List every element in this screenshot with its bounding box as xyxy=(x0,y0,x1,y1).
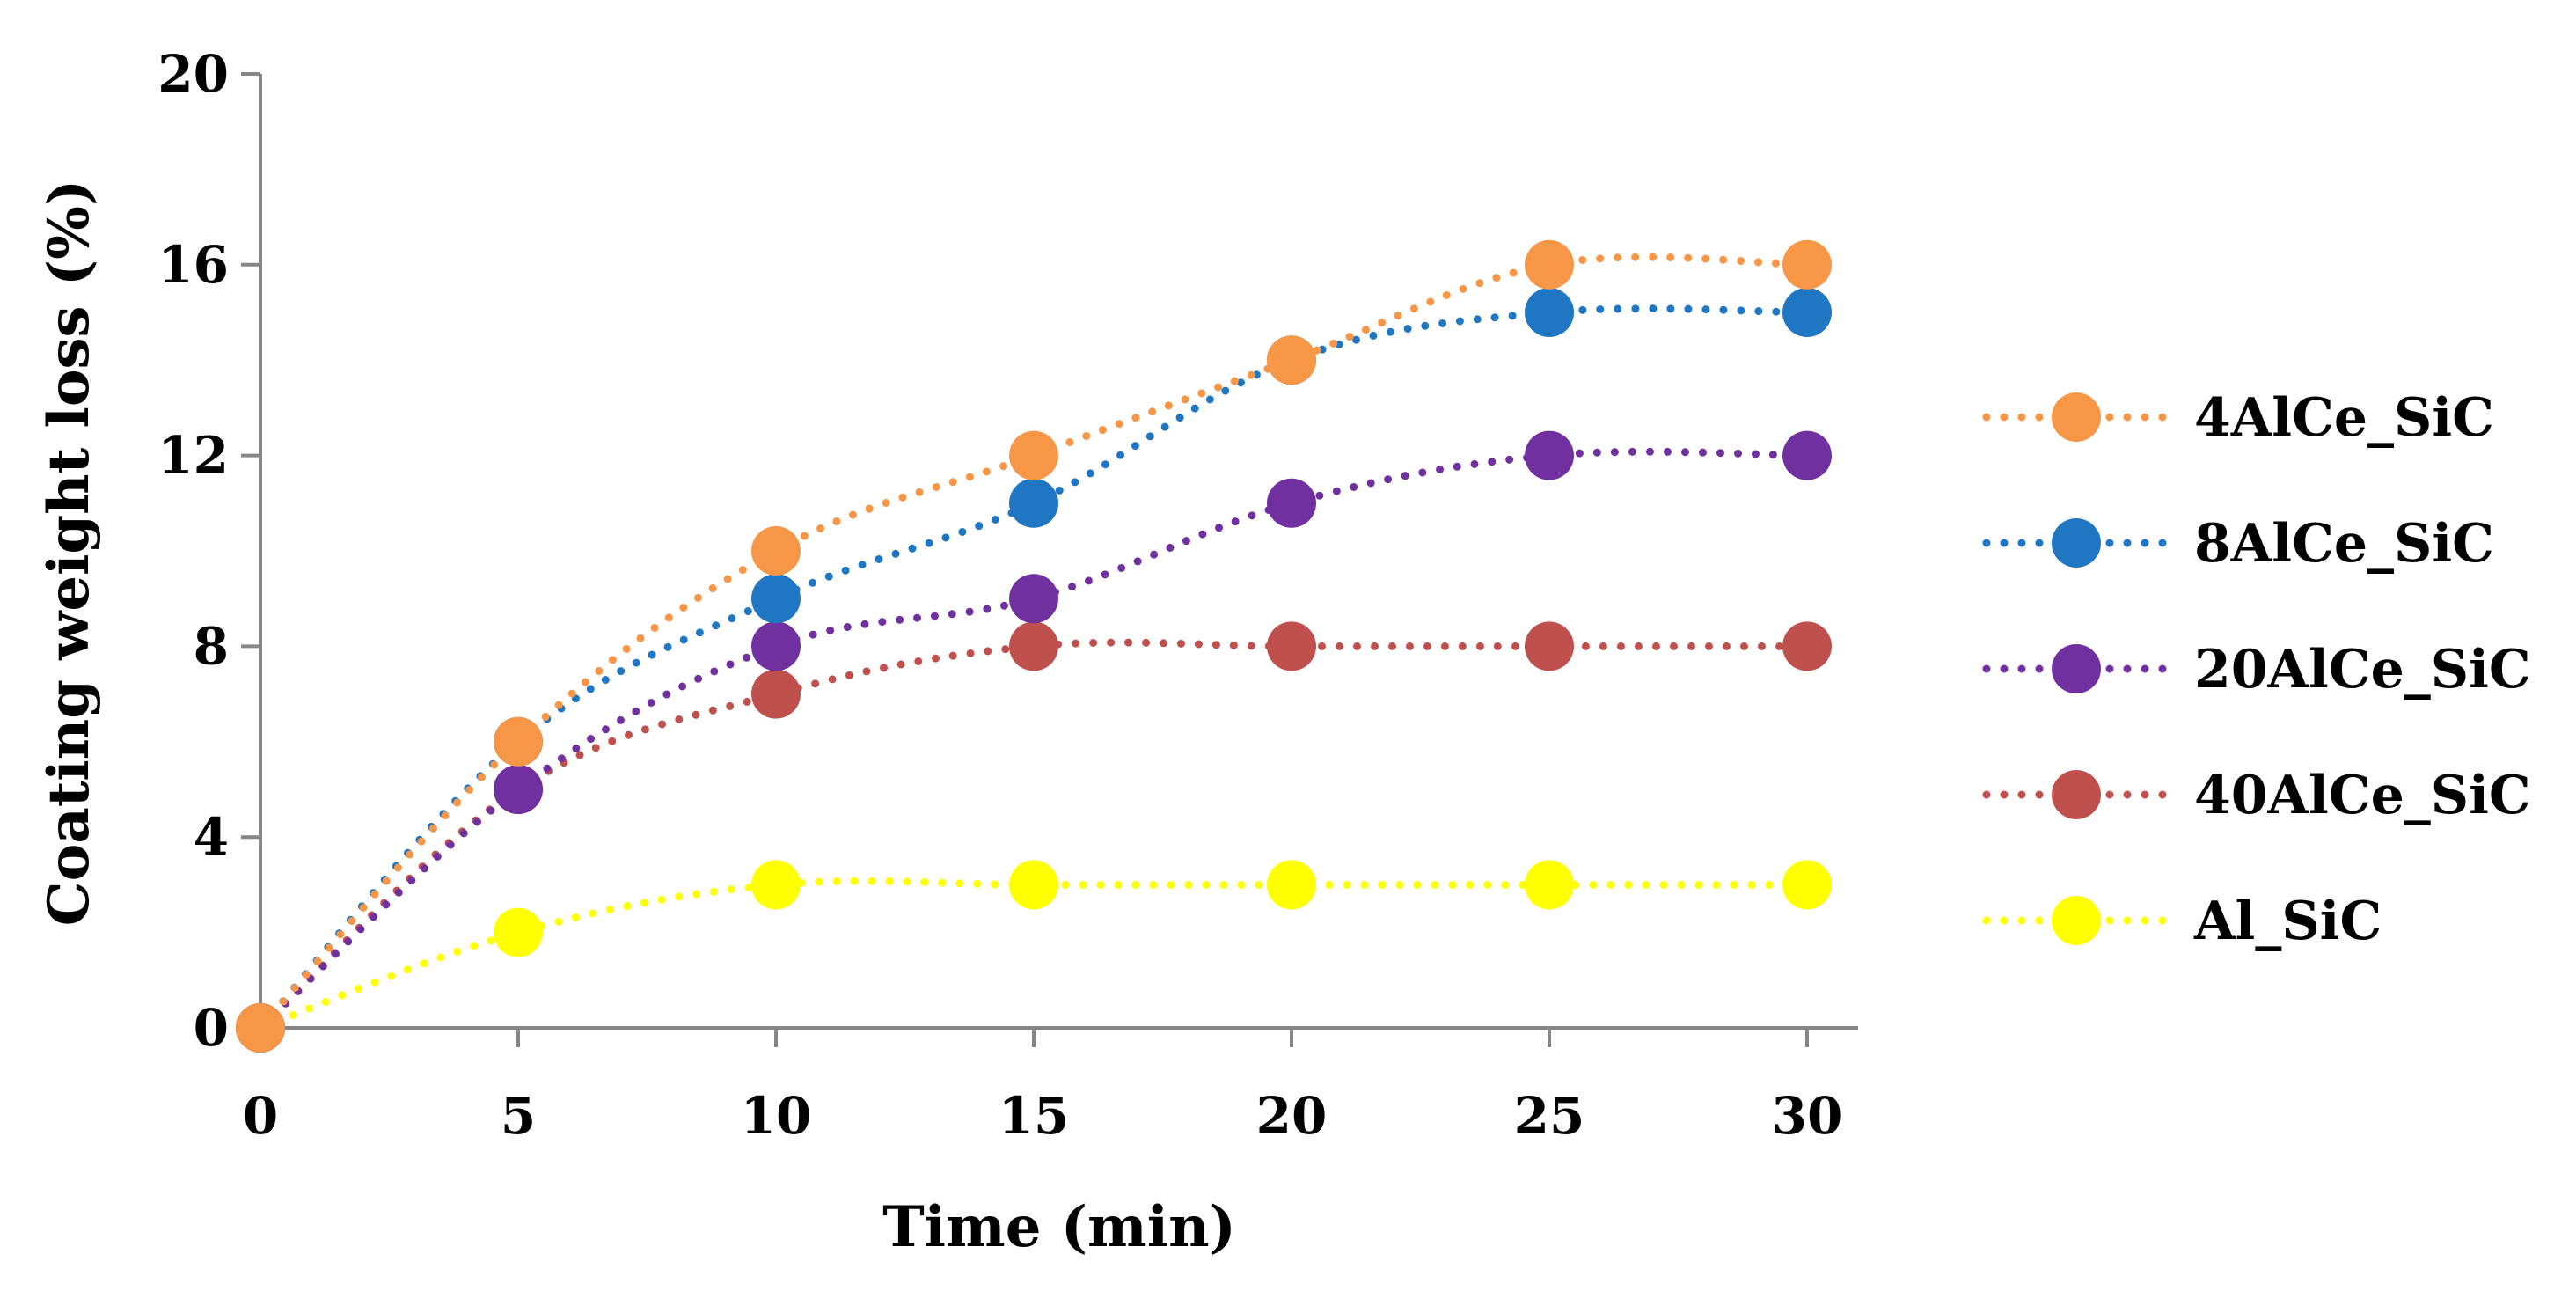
data-point xyxy=(1009,430,1058,480)
data-point xyxy=(1267,860,1316,910)
data-point xyxy=(1782,860,1832,910)
y-axis-title: Coating weight loss (%) xyxy=(36,180,102,927)
legend-item: 8AlCe_SiC xyxy=(1982,513,2494,575)
legend-label: 8AlCe_SiC xyxy=(2194,513,2494,575)
data-point xyxy=(1782,430,1832,480)
data-point xyxy=(751,526,801,576)
data-point xyxy=(1525,239,1574,290)
legend: 4AlCe_SiC 8AlCe_SiC 20AlCe_SiC 40AlCe_SiC Al… xyxy=(1982,387,2531,952)
data-point xyxy=(751,621,801,671)
data-point xyxy=(494,907,543,957)
legend-item: 40AlCe_SiC xyxy=(1982,765,2531,826)
x-tick-label: 30 xyxy=(1772,1086,1843,1146)
x-tick-label: 10 xyxy=(741,1086,812,1146)
y-tick-label: 0 xyxy=(194,998,229,1058)
legend-marker xyxy=(2052,896,2101,945)
y-tick-label: 4 xyxy=(194,807,229,867)
data-point xyxy=(751,669,801,719)
y-tick-label: 12 xyxy=(157,426,229,486)
series-4AlCe_SiC xyxy=(236,239,1832,1053)
legend-marker xyxy=(2052,770,2101,819)
legend-item: 20AlCe_SiC xyxy=(1982,639,2531,701)
data-point xyxy=(1267,621,1316,671)
data-point xyxy=(1009,621,1058,671)
data-point xyxy=(1009,478,1058,528)
data-point xyxy=(1525,288,1574,337)
data-point xyxy=(494,716,543,767)
series-line xyxy=(256,638,1811,1032)
y-tick-label: 20 xyxy=(157,44,229,104)
x-tick-label: 5 xyxy=(501,1086,536,1146)
data-point xyxy=(1782,239,1832,290)
data-point xyxy=(1782,621,1832,671)
data-point xyxy=(1267,335,1316,385)
data-point xyxy=(1525,621,1574,671)
x-axis-title: Time (min) xyxy=(882,1194,1236,1260)
legend-label: 40AlCe_SiC xyxy=(2194,765,2531,826)
legend-label: Al_SiC xyxy=(2193,891,2382,952)
series-40AlCe_SiC xyxy=(236,621,1832,1053)
data-point xyxy=(1009,860,1058,910)
y-tick-label: 8 xyxy=(194,616,229,676)
series-Al_SiC xyxy=(236,860,1832,1053)
data-point xyxy=(1525,430,1574,480)
data-point xyxy=(1267,478,1316,528)
legend-item: Al_SiC xyxy=(1982,891,2382,952)
data-point xyxy=(1009,574,1058,624)
legend-label: 20AlCe_SiC xyxy=(2194,639,2531,701)
data-point xyxy=(1782,288,1832,337)
y-axis-ticks: 0 4 8 12 16 20 xyxy=(157,44,260,1058)
data-point xyxy=(1525,860,1574,910)
legend-marker xyxy=(2052,644,2101,693)
y-tick-label: 16 xyxy=(157,235,229,295)
legend-marker xyxy=(2052,392,2101,442)
data-point xyxy=(236,1003,285,1053)
x-axis-ticks: 0 5 10 15 20 25 30 xyxy=(243,1028,1843,1146)
data-point xyxy=(494,765,543,814)
x-tick-label: 25 xyxy=(1514,1086,1585,1146)
legend-marker xyxy=(2052,518,2101,568)
x-tick-label: 0 xyxy=(243,1086,278,1146)
data-point xyxy=(751,860,801,910)
x-tick-label: 15 xyxy=(999,1086,1070,1146)
x-tick-label: 20 xyxy=(1256,1086,1328,1146)
legend-item: 4AlCe_SiC xyxy=(1982,387,2494,449)
legend-label: 4AlCe_SiC xyxy=(2194,387,2494,449)
series xyxy=(236,239,1832,1053)
data-point xyxy=(751,574,801,624)
axes xyxy=(259,74,1858,1030)
